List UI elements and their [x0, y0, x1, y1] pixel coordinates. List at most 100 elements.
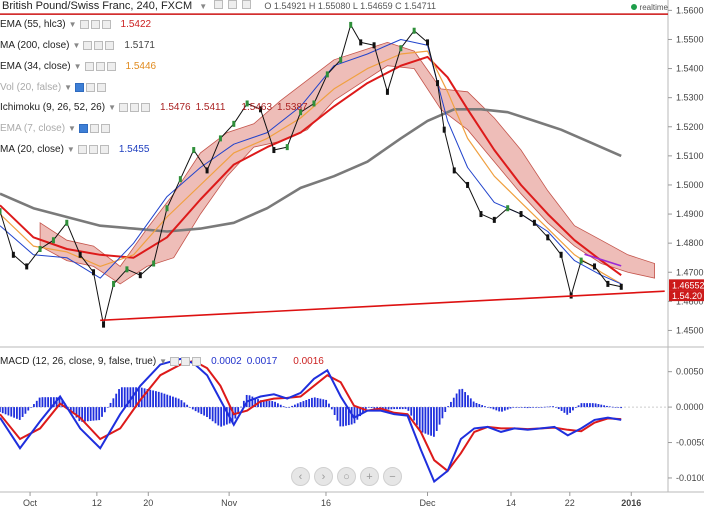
- symbol-title[interactable]: British Pound/Swiss Franc, 240, FXCM: [2, 0, 193, 12]
- zoom-out-button[interactable]: −: [383, 467, 402, 486]
- candle: [559, 251, 563, 258]
- study-row[interactable]: MA (20, close) ▼ 1.5455: [0, 142, 149, 156]
- macd-histogram-bar: [393, 407, 396, 410]
- macd-histogram-bar: [398, 407, 401, 410]
- hide-icon[interactable]: [86, 82, 96, 92]
- study-row[interactable]: EMA (55, hlc3) ▼ 1.5422: [0, 17, 151, 31]
- study-name: MACD (12, 26, close, 9, false, true): [0, 355, 157, 367]
- reset-button[interactable]: ○: [337, 467, 356, 486]
- study-row[interactable]: MA (200, close) ▼ 1.5171: [0, 38, 155, 52]
- macd-histogram-bar: [240, 406, 242, 408]
- chevron-down-icon[interactable]: ▼: [72, 40, 81, 50]
- hide-icon[interactable]: [181, 356, 191, 366]
- macd-histogram-bar: [330, 407, 333, 410]
- macd-histogram-bar: [208, 407, 211, 420]
- settings-icon[interactable]: [170, 356, 180, 366]
- settings-icon[interactable]: [83, 40, 93, 50]
- macd-histogram-bar: [469, 398, 472, 408]
- macd-legend-row[interactable]: MACD (12, 26, close, 9, false, true) ▼ 0.0…: [0, 354, 324, 368]
- macd-histogram-bar: [608, 406, 611, 408]
- zoom-in-button[interactable]: +: [360, 467, 379, 486]
- candle: [285, 144, 289, 151]
- macd-histogram-bar: [549, 406, 552, 408]
- macd-histogram-bar: [495, 407, 498, 411]
- macd-histogram-bar: [163, 393, 166, 408]
- candle: [372, 42, 376, 49]
- settings-icon[interactable]: [79, 19, 89, 29]
- settings-icon[interactable]: [78, 123, 88, 133]
- study-row[interactable]: EMA (7, close) ▼: [0, 121, 112, 135]
- scroll-left-button[interactable]: ‹: [291, 467, 310, 486]
- study-row[interactable]: Ichimoku (9, 26, 52, 26) ▼ 1.5476 1.5411 1.5…: [0, 100, 308, 114]
- macd-histogram-bar: [24, 407, 27, 414]
- price-tick-label: 1.4700: [676, 267, 704, 277]
- study-value: 1.5411: [195, 101, 226, 113]
- chevron-down-icon[interactable]: ▼: [68, 123, 76, 133]
- macd-histogram-bar: [407, 407, 410, 411]
- macd-histogram-bar: [325, 399, 328, 408]
- chevron-down-icon[interactable]: ▼: [108, 102, 116, 112]
- candle: [349, 21, 353, 28]
- macd-histogram-bar: [120, 387, 123, 408]
- close-icon[interactable]: [100, 123, 110, 133]
- close-icon[interactable]: [105, 40, 115, 50]
- hide-icon[interactable]: [94, 40, 104, 50]
- macd-histogram-bar: [574, 407, 577, 408]
- macd-histogram-bar: [149, 389, 152, 408]
- study-row[interactable]: Vol (20, false) ▼: [0, 80, 108, 94]
- settings-icon[interactable]: [77, 144, 87, 154]
- macd-histogram-bar: [554, 407, 557, 408]
- chevron-down-icon[interactable]: ▼: [68, 19, 77, 29]
- candle: [436, 80, 440, 87]
- macd-histogram-bar: [16, 407, 18, 419]
- settings-icon[interactable]: [84, 61, 94, 71]
- realtime-indicator: realtime: [630, 3, 668, 12]
- candle: [492, 216, 496, 223]
- macd-histogram-bar: [509, 407, 512, 409]
- macd-histogram-bar: [296, 403, 299, 408]
- chevron-down-icon[interactable]: ▼: [159, 356, 168, 366]
- price-tick-label: 1.5000: [676, 180, 704, 190]
- price-tick-label: 1.4600: [676, 296, 704, 306]
- macd-histogram-bar: [328, 403, 330, 408]
- settings-icon[interactable]: [75, 82, 85, 92]
- chevron-down-icon[interactable]: ▼: [199, 2, 208, 11]
- chevron-down-icon[interactable]: ▼: [64, 82, 73, 92]
- close-icon[interactable]: [242, 0, 252, 9]
- time-tick-label: 22: [565, 498, 575, 508]
- hide-icon[interactable]: [89, 123, 99, 133]
- macd-histogram-bar: [311, 397, 313, 408]
- candle: [452, 167, 456, 174]
- candle: [65, 219, 69, 226]
- close-icon[interactable]: [140, 102, 150, 112]
- time-tick-label: 12: [92, 498, 102, 508]
- close-icon[interactable]: [106, 61, 116, 71]
- macd-histogram-bar: [274, 401, 276, 408]
- candle: [466, 181, 470, 188]
- chevron-down-icon[interactable]: ▼: [73, 61, 82, 71]
- close-icon[interactable]: [192, 356, 202, 366]
- candle: [442, 126, 446, 133]
- hide-icon[interactable]: [228, 0, 238, 9]
- hide-icon[interactable]: [90, 19, 100, 29]
- chevron-down-icon[interactable]: ▼: [66, 144, 75, 154]
- macd-histogram-bar: [203, 407, 206, 416]
- settings-icon[interactable]: [118, 102, 128, 112]
- close-icon[interactable]: [97, 82, 107, 92]
- study-row[interactable]: EMA (34, close) ▼ 1.5446: [0, 59, 156, 73]
- hide-icon[interactable]: [129, 102, 139, 112]
- macd-histogram-bar: [506, 407, 509, 410]
- hide-icon[interactable]: [95, 61, 105, 71]
- macd-histogram-bar: [112, 398, 115, 408]
- macd-histogram-bar: [106, 407, 109, 408]
- macd-histogram-bar: [206, 407, 208, 418]
- close-icon[interactable]: [101, 19, 111, 29]
- scroll-right-button[interactable]: ›: [314, 467, 333, 486]
- close-icon[interactable]: [99, 144, 109, 154]
- settings-icon[interactable]: [214, 0, 224, 9]
- candle: [259, 106, 263, 113]
- macd-histogram-bar: [146, 389, 149, 408]
- macd-histogram-bar: [569, 407, 571, 413]
- hide-icon[interactable]: [88, 144, 98, 154]
